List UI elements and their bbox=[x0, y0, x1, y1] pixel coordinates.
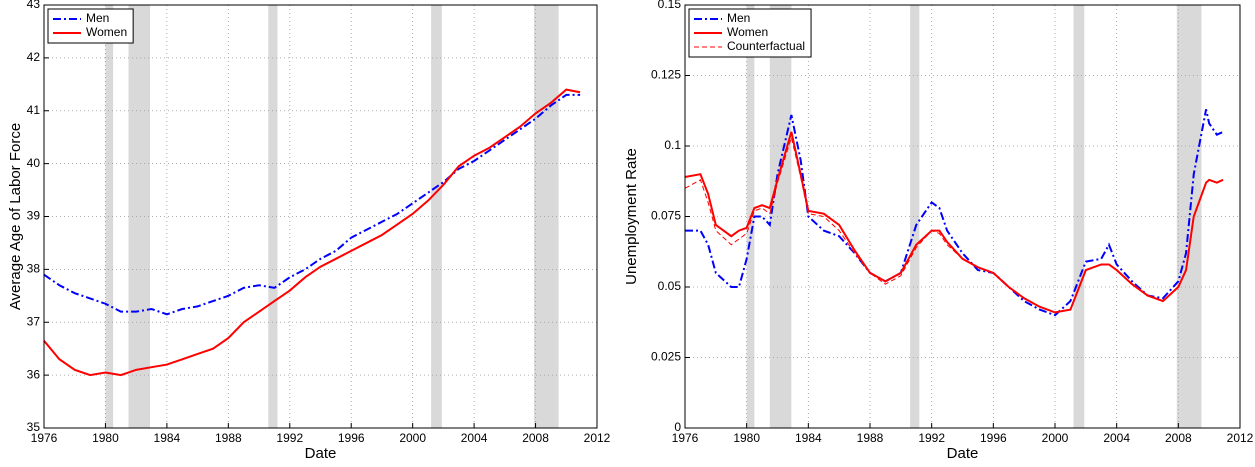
y-tick-label: 0.1 bbox=[664, 138, 681, 152]
y-tick-label: 0.05 bbox=[658, 279, 682, 293]
x-tick-label: 1980 bbox=[92, 431, 119, 445]
x-tick-label: 1976 bbox=[31, 431, 58, 445]
y-tick-label: 41 bbox=[27, 103, 41, 117]
y-tick-label: 38 bbox=[27, 262, 41, 276]
x-tick-label: 2004 bbox=[1103, 431, 1130, 445]
panel: 1976 1980 1984 1988 1992 1996 2000 2004 2008 2012… bbox=[7, 0, 611, 462]
x-tick-label: 1996 bbox=[338, 431, 365, 445]
y-tick-label: 0.125 bbox=[651, 68, 681, 82]
x-tick-label: 2008 bbox=[522, 431, 549, 445]
y-tick-label: 36 bbox=[27, 367, 41, 381]
legend-label: Women bbox=[86, 25, 127, 39]
recession-band bbox=[769, 5, 792, 428]
axes-box bbox=[43, 4, 598, 429]
axes-box bbox=[684, 4, 1241, 429]
y-tick-label: 0 bbox=[674, 420, 681, 434]
y-tick-label: 40 bbox=[27, 156, 41, 170]
y-tick-label: 35 bbox=[27, 420, 41, 434]
x-tick-label: 2012 bbox=[584, 431, 611, 445]
y-tick-label: 0.075 bbox=[651, 209, 681, 223]
recession-band bbox=[105, 5, 114, 428]
x-tick-label: 2000 bbox=[1042, 431, 1069, 445]
legend-box bbox=[47, 8, 134, 44]
x-tick-label: 1976 bbox=[672, 431, 699, 445]
y-tick-label: 39 bbox=[27, 209, 41, 223]
y-tick-label: 42 bbox=[27, 50, 41, 64]
y-tick-label: 0.025 bbox=[651, 350, 681, 364]
y-tick-label: 37 bbox=[27, 314, 41, 328]
x-tick-label: 1984 bbox=[795, 431, 822, 445]
y-tick-label: 43 bbox=[27, 0, 41, 11]
y-tick-label: 0.15 bbox=[658, 0, 682, 11]
series-line bbox=[685, 109, 1224, 317]
recession-band bbox=[910, 5, 920, 428]
x-tick-label: 1992 bbox=[918, 431, 945, 445]
x-axis-label: Date bbox=[947, 445, 979, 462]
y-axis-label: Unemployment Rate bbox=[623, 148, 640, 285]
x-tick-label: 2008 bbox=[1165, 431, 1192, 445]
series-line bbox=[684, 135, 1224, 313]
x-tick-label: 1988 bbox=[857, 431, 884, 445]
plot-area bbox=[685, 5, 1240, 428]
recession-band bbox=[128, 5, 150, 428]
legend-label: Men bbox=[86, 11, 109, 25]
panel: 1976 1980 1984 1988 1992 1996 2000 2004 2008 2012… bbox=[623, 0, 1254, 462]
legend-label: Men bbox=[727, 11, 750, 25]
x-tick-label: 2004 bbox=[461, 431, 488, 445]
recession-band bbox=[1073, 5, 1085, 428]
x-axis-label: Date bbox=[305, 445, 337, 462]
series-line bbox=[43, 93, 581, 316]
y-axis-label: Average Age of Labor Force bbox=[7, 123, 24, 310]
x-tick-label: 2000 bbox=[399, 431, 426, 445]
legend-label: Women bbox=[727, 25, 768, 39]
x-tick-label: 1984 bbox=[154, 431, 181, 445]
x-tick-label: 1992 bbox=[276, 431, 303, 445]
x-tick-label: 1996 bbox=[980, 431, 1007, 445]
x-tick-label: 1980 bbox=[733, 431, 760, 445]
series-line bbox=[43, 88, 581, 377]
legend-label: Counterfactual bbox=[727, 39, 805, 53]
recession-band bbox=[534, 5, 559, 428]
x-tick-label: 1988 bbox=[215, 431, 242, 445]
x-tick-label: 2012 bbox=[1227, 431, 1254, 445]
